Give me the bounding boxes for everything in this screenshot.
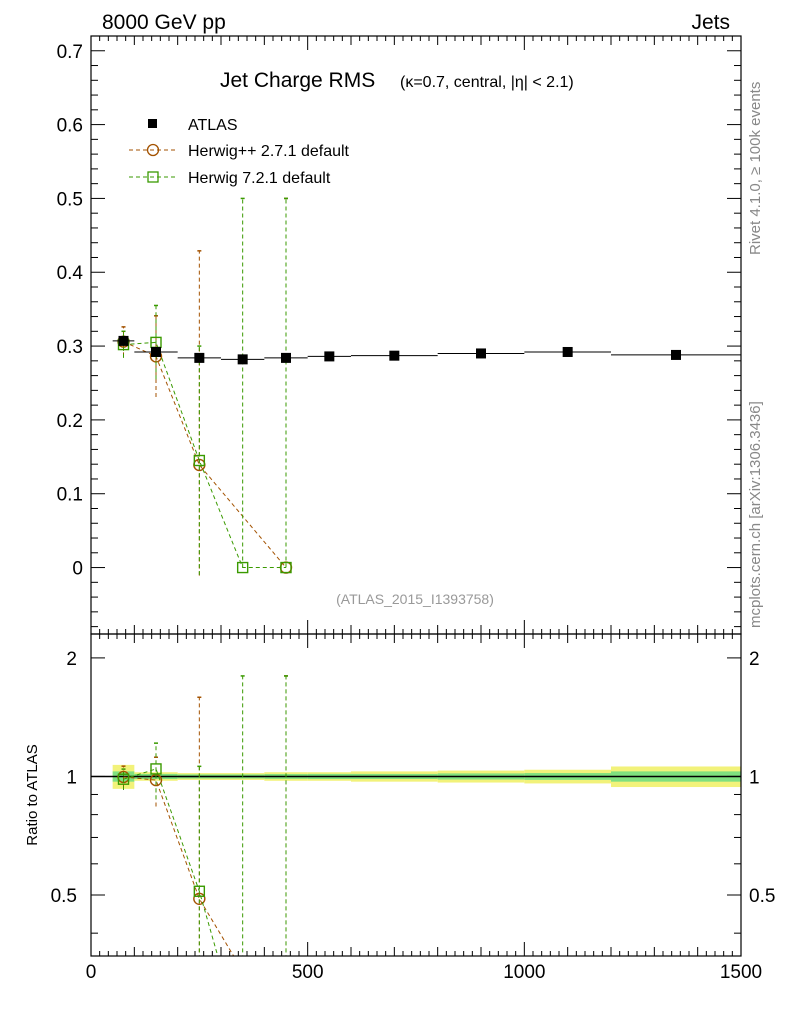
ratio-plot-frame xyxy=(90,633,742,957)
y-tick-label: 0.7 xyxy=(57,42,83,63)
y-tick-label: 0.5 xyxy=(57,189,83,210)
ratio-y-label: Ratio to ATLAS xyxy=(24,744,41,845)
atlas-series xyxy=(112,335,741,365)
data-point xyxy=(236,561,249,574)
y-tick-label: 0.1 xyxy=(57,485,83,506)
legend-herwig7-label: Herwig 7.2.1 default xyxy=(188,170,331,187)
legend-atlas-label: ATLAS xyxy=(188,117,238,134)
series-line xyxy=(123,341,287,568)
series-line xyxy=(123,776,235,956)
atlas-point xyxy=(389,350,400,361)
atlas-point xyxy=(281,352,291,363)
legend-atlas-marker xyxy=(148,119,157,128)
x-tick-label: 0 xyxy=(86,962,97,983)
ratio-axis-ticks: 0 500 1000 1500 0.5 0.5 1 1 2 2 xyxy=(51,634,775,983)
data-point xyxy=(117,773,130,785)
atlas-point xyxy=(237,354,248,365)
ratio-y-tick-label: 0.5 xyxy=(51,886,77,907)
header-left: 8000 GeV pp xyxy=(102,11,226,34)
data-point xyxy=(150,763,162,775)
legend-herwigpp-label: Herwig++ 2.7.1 default xyxy=(188,143,350,160)
header-right: Jets xyxy=(691,11,730,34)
ratio-panel: 0 500 1000 1500 0.5 0.5 1 1 2 2 Ratio to ATLAS xyxy=(24,633,775,983)
ratio-y-tick-label-right: 1 xyxy=(749,767,760,788)
atlas-point xyxy=(562,346,573,357)
legend-herwig7-marker xyxy=(147,171,159,183)
analysis-tag: (ATLAS_2015_I1393758) xyxy=(336,591,494,607)
atlas-point xyxy=(194,352,205,363)
y-tick-label: 0.2 xyxy=(57,411,83,432)
y-tick-label: 0 xyxy=(72,559,83,580)
atlas-point xyxy=(151,346,161,357)
main-panel: 0 0.1 0.2 0.3 0.4 0.5 0.6 0.7 Jet Charge RMS (κ… xyxy=(57,35,742,635)
rivet-label: Rivet 4.1.0, ≥ 100k events xyxy=(747,82,764,255)
ratio-y-tick-label-right: 2 xyxy=(749,649,760,670)
ratio-herwigpp-series xyxy=(117,675,288,956)
herwig7-series xyxy=(117,197,292,575)
x-tick-label: 500 xyxy=(292,962,324,983)
ratio-uncertainty-band xyxy=(91,764,741,789)
chart-title-note: (κ=0.7, central, |η| < 2.1) xyxy=(400,74,574,91)
atlas-point xyxy=(118,335,129,346)
data-point xyxy=(193,454,206,467)
legend: ATLAS Herwig++ 2.7.1 default Herwig 7.2.… xyxy=(129,117,350,187)
mcplots-label: mcplots.cern.ch [arXiv:1306.3436] xyxy=(747,401,764,628)
legend-herwigpp-marker xyxy=(146,143,160,157)
chart-title: Jet Charge RMS xyxy=(220,69,375,92)
ratio-y-tick-label: 1 xyxy=(66,767,77,788)
atlas-point xyxy=(476,348,486,359)
y-tick-label: 0.4 xyxy=(57,263,84,284)
ratio-y-tick-label: 2 xyxy=(66,649,77,670)
data-point xyxy=(193,885,206,897)
x-tick-label: 1000 xyxy=(503,962,545,983)
x-tick-label: 1500 xyxy=(720,962,762,983)
series-line xyxy=(123,341,286,569)
y-tick-label: 0.6 xyxy=(57,116,83,137)
main-axis-ticks: 0 0.1 0.2 0.3 0.4 0.5 0.6 0.7 xyxy=(57,35,742,634)
atlas-point xyxy=(671,349,681,360)
ratio-y-tick-label-right: 0.5 xyxy=(749,886,775,907)
atlas-point xyxy=(324,351,335,362)
series-line xyxy=(123,768,219,956)
data-point xyxy=(280,561,292,574)
herwigpp-series xyxy=(117,197,293,576)
y-tick-label: 0.3 xyxy=(57,337,83,358)
ratio-herwig7-series xyxy=(117,675,288,956)
